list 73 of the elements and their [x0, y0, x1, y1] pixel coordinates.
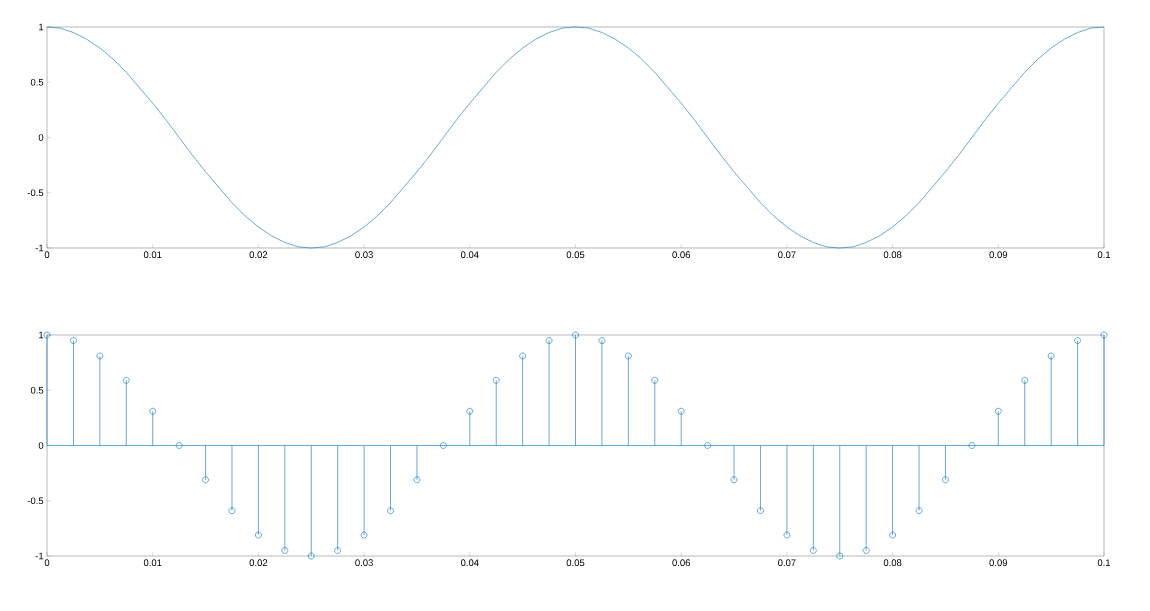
point — [175, 442, 183, 449]
y-tick-label: 0 — [38, 442, 44, 449]
x-tick-label: 0.04 — [460, 251, 479, 259]
point — [942, 476, 949, 484]
point — [862, 547, 870, 554]
point — [255, 531, 262, 539]
point — [202, 476, 209, 484]
x-tick-label: 0.09 — [989, 251, 1008, 259]
x-tick-label: 0.06 — [672, 251, 690, 259]
y-tick-label: 0 — [38, 134, 44, 141]
point — [43, 331, 51, 339]
point — [783, 531, 791, 539]
point — [704, 442, 711, 449]
point — [149, 407, 156, 415]
x-tick-label: 0 — [44, 559, 50, 567]
point — [122, 377, 130, 384]
x-tick-label: 0.04 — [460, 559, 479, 567]
x-tick-label: 0.02 — [249, 559, 268, 567]
point — [1021, 377, 1029, 384]
y-tick-label: -1 — [35, 552, 44, 560]
point — [651, 377, 659, 384]
y-tick-label: -1 — [35, 244, 44, 252]
point — [70, 337, 77, 344]
y-tick-label: 1 — [39, 331, 44, 339]
point — [466, 407, 474, 415]
x-tick-label: 0.08 — [883, 251, 902, 259]
x-tick-label: 0.1 — [1097, 251, 1111, 259]
point — [836, 552, 844, 560]
x-tick-label: 0.03 — [355, 559, 373, 567]
point — [492, 377, 500, 384]
point — [440, 442, 447, 449]
point — [228, 507, 236, 514]
y-tick-label: 0.5 — [30, 386, 44, 394]
x-tick-label: 0.07 — [778, 559, 796, 567]
x-tick-label: 0.08 — [883, 559, 902, 567]
y-tick-label: 0.5 — [30, 78, 44, 86]
point — [519, 352, 526, 360]
point — [889, 531, 896, 539]
point — [730, 476, 738, 484]
point — [387, 507, 394, 514]
point — [677, 407, 685, 415]
x-tick-label: 0.02 — [249, 251, 268, 259]
x-tick-label: 0 — [44, 251, 50, 259]
x-tick-label: 0.05 — [566, 251, 585, 259]
point — [598, 337, 606, 344]
x-tick-label: 0.05 — [566, 559, 585, 567]
point — [968, 442, 976, 449]
x-tick-label: 0.01 — [143, 251, 162, 259]
point — [915, 507, 923, 514]
x-tick-label: 0.07 — [778, 251, 796, 259]
point — [1047, 352, 1055, 360]
x-tick-label: 0.09 — [989, 559, 1008, 567]
x-tick-label: 0.03 — [355, 251, 373, 259]
point — [625, 352, 632, 360]
point — [360, 531, 368, 539]
point — [995, 407, 1002, 415]
point — [96, 352, 104, 360]
point — [307, 552, 315, 560]
point — [334, 547, 341, 554]
point — [572, 331, 579, 339]
x-tick-label: 0.06 — [672, 559, 690, 567]
point — [545, 337, 553, 344]
y-tick-label: -0.5 — [27, 497, 44, 505]
y-tick-label: -0.5 — [27, 189, 44, 197]
point — [1074, 337, 1081, 344]
point — [281, 547, 289, 554]
point — [810, 547, 817, 554]
point — [757, 507, 764, 514]
y-tick-label: 1 — [39, 23, 44, 31]
point — [1100, 331, 1108, 339]
point — [413, 476, 421, 484]
x-tick-label: 0.1 — [1097, 559, 1111, 567]
x-tick-label: 0.01 — [143, 559, 162, 567]
